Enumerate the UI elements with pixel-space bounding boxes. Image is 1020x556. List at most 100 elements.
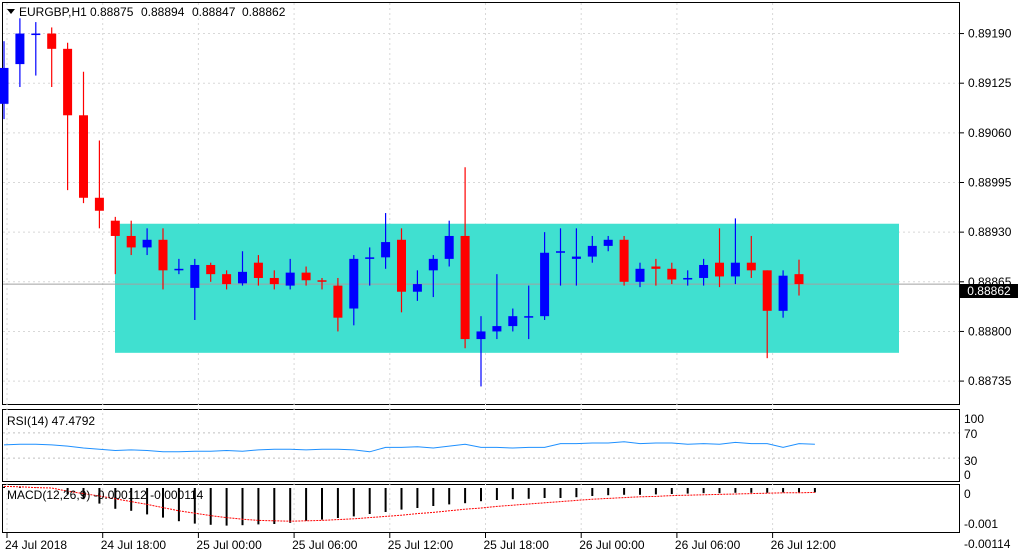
candle-body xyxy=(110,220,120,236)
candle-body xyxy=(253,262,263,278)
rsi-line xyxy=(3,441,815,453)
candle xyxy=(94,140,104,229)
candle xyxy=(0,41,9,120)
candle xyxy=(619,235,629,286)
macd-label: MACD(12,26,9) -0.000112 -0.000114 xyxy=(7,488,204,502)
candle xyxy=(524,285,534,340)
x-tick-label: 24 Jul 18:00 xyxy=(101,538,167,552)
candle xyxy=(285,258,295,290)
candle xyxy=(508,308,518,332)
candle xyxy=(110,216,120,275)
candle-body xyxy=(349,258,359,309)
candle xyxy=(699,258,709,286)
candle-body xyxy=(206,264,216,275)
candle-body xyxy=(444,235,454,259)
candle-body xyxy=(428,258,438,271)
time-axis[interactable]: 24 Jul 2018 24 Jul 18:00 25 Jul 00:00 25 Ju… xyxy=(5,533,836,552)
rsi-pane[interactable] xyxy=(2,409,960,482)
candle xyxy=(762,270,772,359)
candle-body xyxy=(667,268,677,280)
candle xyxy=(476,316,486,387)
x-tick-label: 26 Jul 00:00 xyxy=(579,538,645,552)
candle xyxy=(444,220,454,267)
x-tick-label: 25 Jul 18:00 xyxy=(484,538,550,552)
candle-body xyxy=(635,268,645,282)
candle xyxy=(317,277,327,290)
candle xyxy=(778,270,788,318)
candle-body xyxy=(31,33,41,36)
y-tick-label: 0.88800 xyxy=(968,324,1012,338)
candle xyxy=(412,270,422,301)
candle xyxy=(571,228,581,286)
candle xyxy=(492,274,502,340)
candle xyxy=(381,213,391,269)
close-value: 0.88862 xyxy=(242,5,286,19)
candle-body xyxy=(79,115,88,198)
candle xyxy=(158,228,168,290)
candle xyxy=(603,235,613,252)
price-axis[interactable]: 0.89190 0.89125 0.89060 0.88995 0.88930 0.888… xyxy=(959,27,1012,389)
candle xyxy=(540,232,550,320)
candle-body xyxy=(492,326,502,332)
x-tick-label: 25 Jul 06:00 xyxy=(292,538,358,552)
candle xyxy=(794,259,804,296)
candle xyxy=(730,218,740,285)
candle-body xyxy=(683,277,693,280)
candle xyxy=(206,262,216,282)
y-tick-label: 0.89190 xyxy=(968,27,1012,41)
current-price-value: 0.88862 xyxy=(967,284,1011,298)
candle-body xyxy=(651,266,661,269)
candle xyxy=(635,262,645,288)
candle-body xyxy=(587,245,597,257)
open-value: 0.88875 xyxy=(90,5,134,19)
candle-body xyxy=(762,270,772,311)
y-tick-label: 0.88735 xyxy=(968,374,1012,388)
y-tick-label: 0.88995 xyxy=(968,175,1012,189)
candle xyxy=(556,228,565,286)
candle xyxy=(174,258,184,275)
candle xyxy=(333,277,343,332)
candle xyxy=(428,255,438,298)
x-tick-label: 26 Jul 06:00 xyxy=(675,538,741,552)
candle-body xyxy=(269,277,279,285)
macd-level-zero: 0 xyxy=(964,487,971,501)
macd-signal-line xyxy=(3,485,815,522)
candle xyxy=(587,235,597,263)
x-tick-label: 24 Jul 2018 xyxy=(5,538,67,552)
candle xyxy=(31,22,41,76)
symbol-header[interactable]: EURGBP,H1 0.88875 0.88894 0.88847 0.8886… xyxy=(7,5,286,19)
candle xyxy=(222,270,232,290)
candle-body xyxy=(508,316,518,327)
candle-body xyxy=(540,252,550,317)
x-tick-label: 25 Jul 00:00 xyxy=(196,538,262,552)
candle-body xyxy=(412,284,422,292)
candle xyxy=(746,235,756,278)
symbol-name: EURGBP,H1 xyxy=(19,5,87,19)
candle-body xyxy=(476,331,486,340)
candle xyxy=(142,228,152,256)
candle xyxy=(15,18,25,88)
candle-body xyxy=(142,239,152,248)
rsi-level-70: 70 xyxy=(964,427,978,441)
y-tick-label: 0.89060 xyxy=(968,126,1012,140)
candle-body xyxy=(47,33,57,49)
candle xyxy=(651,258,661,286)
candle xyxy=(365,247,375,286)
macd-level-bottom: -0.00114 xyxy=(964,537,1011,551)
low-value: 0.88847 xyxy=(192,5,236,19)
candle-body xyxy=(238,271,247,284)
candle xyxy=(126,220,136,256)
candle-body xyxy=(15,33,25,65)
candle xyxy=(667,262,677,285)
candle-body xyxy=(333,285,343,318)
candle xyxy=(47,27,57,88)
macd-level-min: -0.001 xyxy=(964,517,998,531)
candle-body xyxy=(397,239,406,292)
candle xyxy=(253,255,263,286)
candle-body xyxy=(381,242,391,258)
candle-body xyxy=(524,316,534,318)
candle-body xyxy=(94,197,104,211)
dropdown-triangle-icon[interactable] xyxy=(7,9,15,14)
y-tick-label: 0.89125 xyxy=(968,76,1012,90)
